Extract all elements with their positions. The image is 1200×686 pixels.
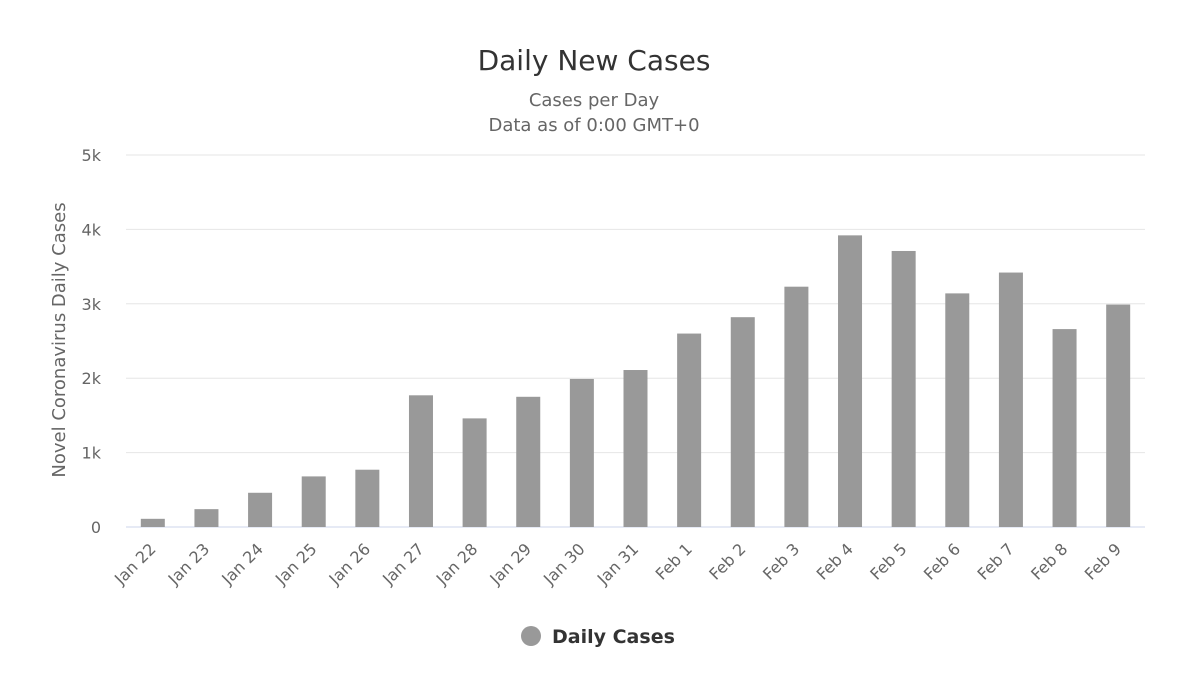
bar[interactable] xyxy=(301,476,326,527)
x-tick-label: Feb 5 xyxy=(866,539,910,583)
chart-subtitle: Cases per Day xyxy=(529,90,660,111)
x-tick-label: Jan 26 xyxy=(325,539,375,589)
x-tick-label: Feb 9 xyxy=(1081,539,1125,583)
y-tick-label: 5k xyxy=(82,146,102,165)
bar[interactable] xyxy=(838,235,863,528)
bar[interactable] xyxy=(355,469,380,527)
bar[interactable] xyxy=(248,492,273,527)
bar[interactable] xyxy=(140,518,165,527)
x-tick-label: Jan 23 xyxy=(164,539,214,589)
bar[interactable] xyxy=(569,378,594,527)
x-tick-label: Jan 22 xyxy=(110,539,160,589)
bar[interactable] xyxy=(1106,304,1131,527)
y-tick-label: 0 xyxy=(91,518,101,537)
legend-label[interactable]: Daily Cases xyxy=(552,626,675,648)
x-tick-label: Jan 27 xyxy=(378,539,428,589)
bar[interactable] xyxy=(784,286,809,527)
x-tick-label: Feb 6 xyxy=(920,539,964,583)
x-tick-label: Feb 7 xyxy=(973,539,1017,583)
x-tick-label: Feb 2 xyxy=(705,539,749,583)
x-tick-label: Jan 25 xyxy=(271,539,321,589)
bar[interactable] xyxy=(462,418,487,527)
bar[interactable] xyxy=(945,293,970,527)
bars xyxy=(140,235,1131,528)
y-tick-label: 4k xyxy=(82,220,102,239)
bar[interactable] xyxy=(194,509,219,527)
x-axis-ticks: Jan 22 Jan 23 Jan 24 Jan 25 Jan 26 Jan 27 Jan … xyxy=(110,539,1125,589)
x-tick-label: Jan 24 xyxy=(217,539,267,589)
x-tick-label: Feb 4 xyxy=(813,539,857,583)
legend-marker xyxy=(521,626,541,646)
y-tick-label: 2k xyxy=(82,369,102,388)
y-axis-ticks: 0 1k 2k 3k 4k 5k xyxy=(82,146,102,537)
x-tick-label: Feb 1 xyxy=(652,539,696,583)
x-tick-label: Jan 31 xyxy=(593,539,643,589)
y-tick-label: 3k xyxy=(82,295,102,314)
bar[interactable] xyxy=(408,395,433,527)
x-tick-label: Jan 28 xyxy=(432,539,482,589)
bar[interactable] xyxy=(677,333,702,527)
bar[interactable] xyxy=(623,370,648,527)
bar[interactable] xyxy=(730,317,755,527)
y-axis-label: Novel Coronavirus Daily Cases xyxy=(49,202,70,477)
bar[interactable] xyxy=(998,272,1023,527)
bar[interactable] xyxy=(1052,329,1077,527)
y-tick-label: 1k xyxy=(82,444,102,463)
bar[interactable] xyxy=(891,250,916,527)
x-tick-label: Feb 3 xyxy=(759,539,803,583)
chart-subtitle-date: Data as of 0:00 GMT+0 xyxy=(488,115,699,136)
x-tick-label: Jan 29 xyxy=(485,539,535,589)
x-tick-label: Feb 8 xyxy=(1027,539,1071,583)
legend[interactable]: Daily Cases xyxy=(521,626,675,648)
x-tick-label: Jan 30 xyxy=(539,539,589,589)
chart-title: Daily New Cases xyxy=(478,44,711,77)
bar[interactable] xyxy=(516,396,541,527)
